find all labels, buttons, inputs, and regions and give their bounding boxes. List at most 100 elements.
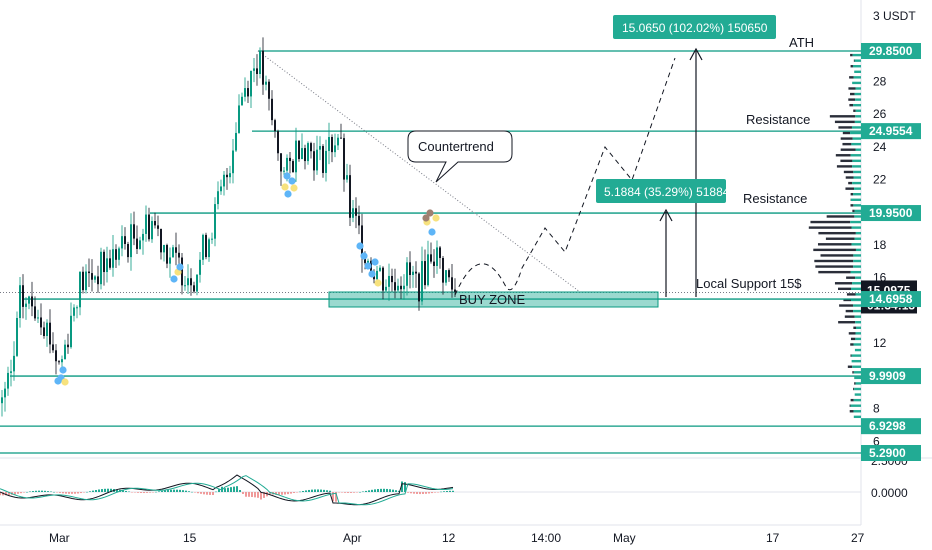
osc-histogram-bar [8,492,10,496]
volume-bar-value [855,321,861,324]
volume-bar-value [855,248,861,252]
countertrend-callout[interactable]: Countertrend [407,130,513,183]
volume-bar-value [855,87,861,90]
candle-body [178,252,180,258]
osc-histogram-bar [317,489,319,492]
measure-label-small: 5.1884 (35.29%) 51884 [596,179,730,203]
osc-histogram-bar [86,491,88,493]
volume-bar [838,126,852,129]
candle-body [409,262,411,275]
osc-histogram-bar [233,486,235,492]
volume-bar-value [852,137,861,140]
candle-body [253,68,255,71]
osc-histogram-bar [299,491,301,493]
time-ticks: Mar 15 Apr 12 14:00 May 17 27 [49,531,865,545]
oscillator-pane [0,474,861,506]
candle-body [46,322,48,337]
osc-histogram-bar [284,492,286,495]
candle-body [346,175,348,180]
candle-body [88,271,90,274]
candle-body [127,243,129,258]
volume-bar [814,259,854,263]
osc-histogram-bar [92,490,94,492]
volume-bar-value [854,209,861,213]
osc-histogram-bar [353,492,355,493]
osc-histogram-bar [26,491,28,493]
osc-histogram-bar [191,491,193,493]
level-price-label [861,445,921,461]
candle-body [403,285,405,290]
osc-histogram-bar [47,491,49,492]
candle-body [394,282,396,291]
candle-body [175,247,177,253]
candle-body [244,88,246,97]
osc-histogram-bar [437,492,439,493]
osc-histogram-bar [257,492,259,498]
osc-histogram-bar [167,490,169,492]
osc-histogram-bar [440,491,442,493]
osc-histogram-bar [344,492,346,493]
candle-body [415,271,417,274]
volume-bar [839,304,854,307]
osc-histogram-bar [74,492,76,494]
indicator-dot [281,183,289,191]
candle-body [388,275,390,287]
volume-bar [820,254,854,257]
osc-histogram-bar [29,491,31,492]
osc-histogram-bar [128,491,130,493]
osc-histogram-bar [251,492,253,498]
volume-bar [853,59,855,62]
measure-arrow-small[interactable] [659,208,673,297]
osc-histogram-bar [308,489,310,492]
time-tick-label: May [613,531,636,545]
osc-histogram-bar [179,489,181,492]
volume-bar-value [855,326,861,329]
measure-arrow-big[interactable] [689,47,703,297]
volume-bar-value [851,298,861,302]
osc-histogram-bar [329,490,331,492]
volume-bar [850,398,854,402]
osc-histogram-bar [122,490,124,492]
candle-body [343,138,345,180]
osc-histogram-bar [368,490,370,492]
candle-body [91,273,93,280]
osc-histogram-bar [323,489,325,492]
osc-histogram-bar [290,492,292,494]
volume-bar-value [855,231,861,235]
candle-body [115,249,117,260]
osc-histogram-bar [59,492,61,493]
buy-zone-box[interactable] [328,291,659,308]
candle-body [154,221,156,226]
time-tick-label: 14:00 [531,531,561,545]
volume-bar-value [852,165,861,168]
osc-histogram-bar [269,492,271,495]
osc-histogram-bar [386,488,388,492]
candle-body [331,136,333,153]
candle-body [442,257,444,283]
osc-histogram-bar [164,490,166,492]
osc-histogram-bar [32,491,34,492]
volume-bar-value [853,254,861,257]
price-tick-label: 28 [873,74,887,88]
countertrend-trendline[interactable] [257,50,581,293]
candle-body [184,285,186,287]
volume-bar [846,293,856,296]
candle-body [427,254,429,286]
level-price-value: 14.6958 [869,292,913,306]
indicator-dot [283,172,291,180]
candle-body [445,270,447,283]
candle-body [406,262,408,286]
candle-body [55,350,57,362]
osc-histogram-bar [98,489,100,492]
osc-histogram-bar [101,489,103,492]
candle-body [187,278,189,286]
volume-bar [850,337,856,341]
volume-bar-value [853,103,861,107]
buy-zone-label: BUY ZONE [459,292,526,307]
macd-line [0,474,454,506]
candle-body [25,303,27,307]
volume-bar [850,65,853,68]
candle-body [64,344,66,360]
volume-bar-value [853,204,861,207]
